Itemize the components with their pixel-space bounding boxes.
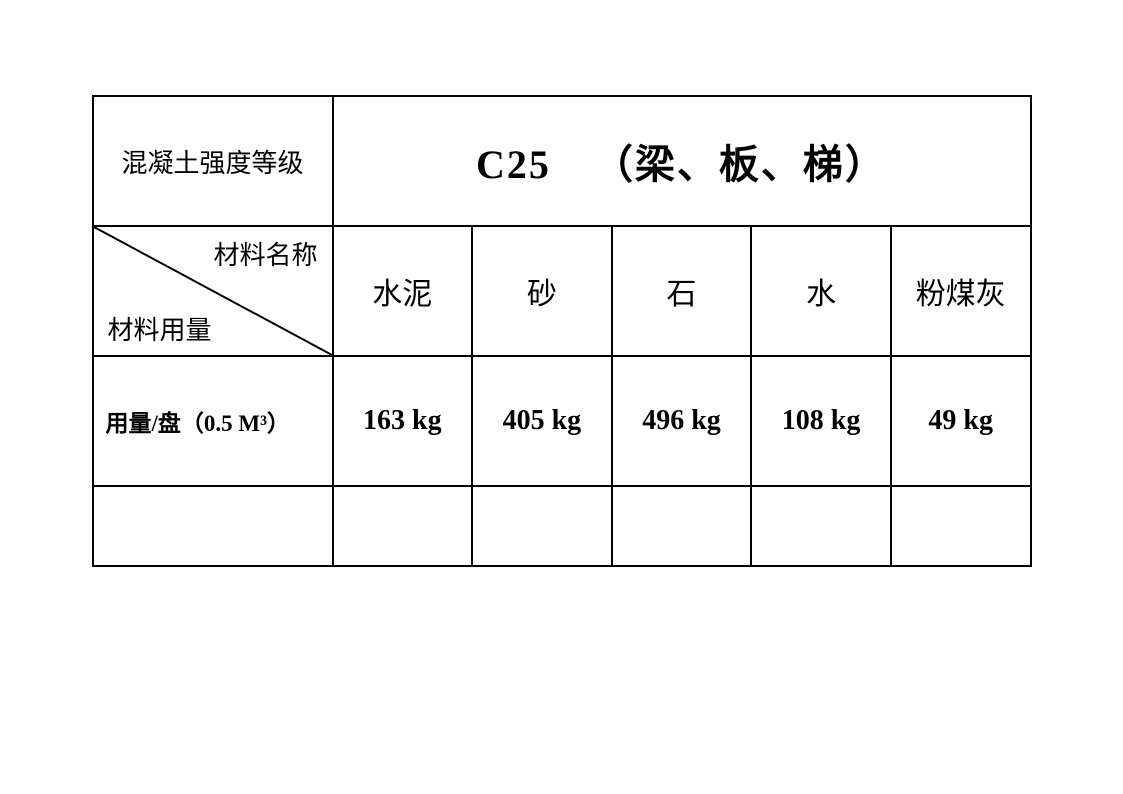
value-sand: 405 kg [472, 356, 612, 486]
table-row-values: 用量/盘（0.5 M³） 163 kg 405 kg 496 kg 108 kg… [93, 356, 1031, 486]
material-col-stone: 石 [612, 226, 752, 356]
diagonal-bottom-label: 材料用量 [108, 310, 212, 347]
empty-cell [472, 486, 612, 566]
material-col-cement: 水泥 [333, 226, 473, 356]
strength-grade: C25 [476, 142, 551, 187]
diagonal-top-label: 材料名称 [213, 235, 317, 272]
value-cement: 163 kg [333, 356, 473, 486]
value-stone: 496 kg [612, 356, 752, 486]
table-row-empty [93, 486, 1031, 566]
empty-cell [891, 486, 1031, 566]
empty-cell [93, 486, 333, 566]
material-col-water: 水 [751, 226, 891, 356]
mix-proportion-table: 混凝土强度等级 C25 （梁、板、梯） 材料名称 材料用量 水泥 砂 石 水 [92, 95, 1032, 567]
diagonal-header-cell: 材料名称 材料用量 [93, 226, 333, 356]
material-col-flyash: 粉煤灰 [891, 226, 1031, 356]
usage-row-label: 用量/盘（0.5 M³） [93, 356, 333, 486]
strength-label: 混凝土强度等级 [121, 149, 303, 178]
table-row-materials: 材料名称 材料用量 水泥 砂 石 水 粉煤灰 [93, 226, 1031, 356]
data-table: 混凝土强度等级 C25 （梁、板、梯） 材料名称 材料用量 水泥 砂 石 水 [92, 95, 1032, 567]
empty-cell [333, 486, 473, 566]
strength-grade-cell: C25 （梁、板、梯） [333, 96, 1031, 226]
value-flyash: 49 kg [891, 356, 1031, 486]
value-water: 108 kg [751, 356, 891, 486]
empty-cell [612, 486, 752, 566]
strength-label-cell: 混凝土强度等级 [93, 96, 333, 226]
table-row-header: 混凝土强度等级 C25 （梁、板、梯） [93, 96, 1031, 226]
material-col-sand: 砂 [472, 226, 612, 356]
strength-scope: （梁、板、梯） [593, 132, 887, 190]
empty-cell [751, 486, 891, 566]
